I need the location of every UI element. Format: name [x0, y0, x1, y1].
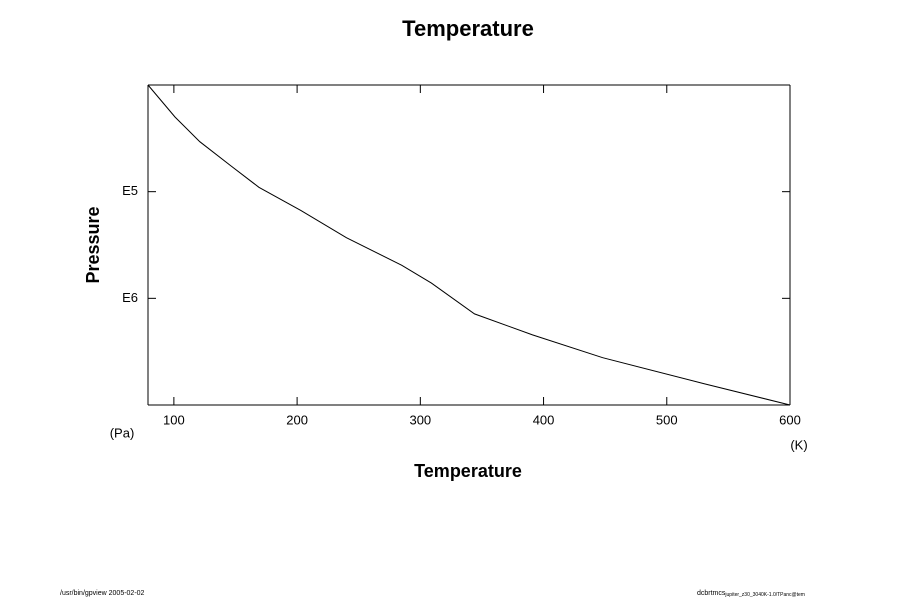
footer-right-main: dcbrtmcs: [697, 590, 726, 597]
plot-frame: [147, 84, 791, 406]
footer-right: dcbrtmcsjupiter_z30_3040K-1.0/TPanc@tem: [697, 590, 805, 598]
x-tick-label: 500: [656, 412, 678, 427]
y-unit: (Pa): [110, 425, 135, 440]
x-unit: (K): [790, 437, 807, 452]
x-tick-label: 200: [286, 412, 308, 427]
data-line: [147, 84, 791, 406]
chart-title: Temperature: [402, 16, 534, 41]
x-tick-label: 300: [409, 412, 431, 427]
y-tick-label: E5: [122, 183, 138, 198]
footer-right-sub: jupiter_z30_3040K-1.0/TPanc@tem: [724, 592, 805, 598]
y-tick-label: E6: [122, 290, 138, 305]
x-tick-label: 600: [779, 412, 801, 427]
footer-left: /usr/bin/gpview 2005-02-02: [60, 590, 145, 597]
x-tick-label: 400: [533, 412, 555, 427]
x-axis-label: Temperature: [414, 461, 522, 481]
y-axis-label: Pressure: [83, 206, 103, 283]
x-tick-label: 100: [163, 412, 185, 427]
